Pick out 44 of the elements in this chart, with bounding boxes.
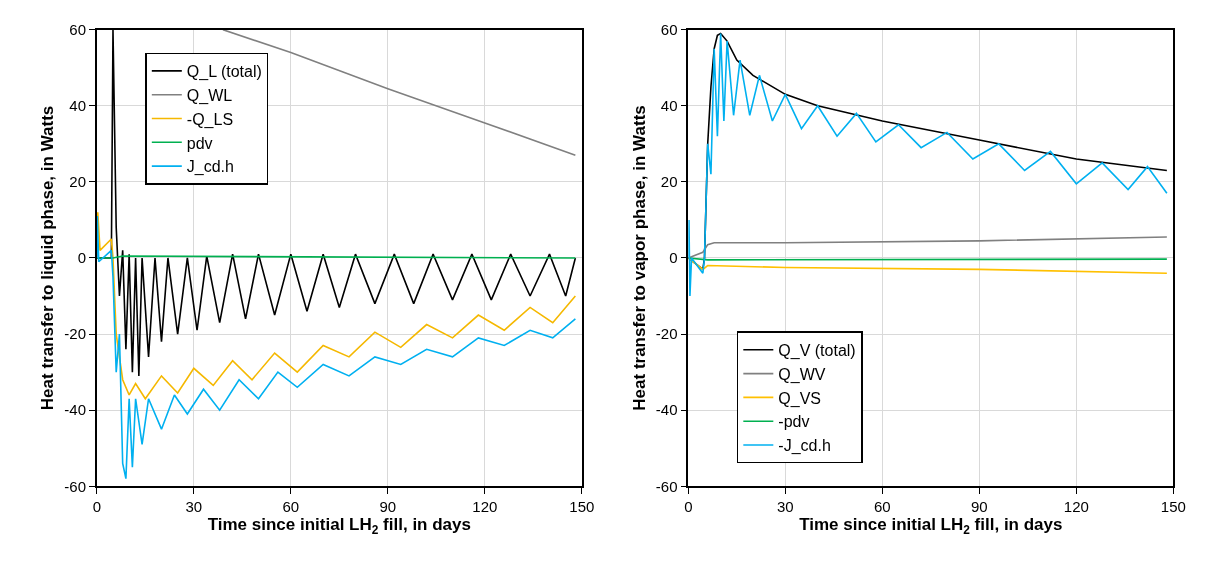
y-tick-label: 0 xyxy=(669,249,678,267)
line-series xyxy=(688,257,1168,274)
x-tick-label: 90 xyxy=(970,498,988,515)
legend-label: -pdv xyxy=(778,413,810,431)
legend-label: -J_cd.h xyxy=(778,437,831,456)
y-tick-label: -20 xyxy=(655,325,678,343)
x-tick-label: 60 xyxy=(282,498,300,515)
x-tick-label: 120 xyxy=(1063,498,1089,515)
x-tick-label: 150 xyxy=(569,498,595,515)
y-tick-label: 20 xyxy=(69,173,87,191)
legend-label: pdv xyxy=(186,134,213,152)
legend-label: Q_WL xyxy=(186,86,233,105)
y-tick-label: 60 xyxy=(69,20,87,38)
y-tick-label: -60 xyxy=(64,477,87,495)
x-tick-label: 90 xyxy=(379,498,397,515)
x-tick-label: 120 xyxy=(472,498,498,515)
y-tick-label: 40 xyxy=(69,97,87,115)
y-tick-label: 60 xyxy=(660,20,678,38)
x-tick-label: 150 xyxy=(1160,498,1186,515)
line-series xyxy=(96,211,577,400)
y-tick-label: -40 xyxy=(655,401,678,419)
legend-label: -Q_LS xyxy=(186,110,234,129)
legend-label: Q_WV xyxy=(778,365,826,384)
y-axis-title: Heat transfer to vapor phase, in Watts xyxy=(629,105,649,411)
x-axis-title: Time since initial LH$_{2}$ fill, in days xyxy=(207,515,471,537)
y-tick-label: -20 xyxy=(64,325,87,343)
y-tick-label: 0 xyxy=(77,249,87,267)
line-series xyxy=(688,236,1168,259)
x-tick-label: 0 xyxy=(92,498,101,515)
y-tick-label: 20 xyxy=(660,173,678,191)
x-tick-label: 0 xyxy=(684,498,693,515)
y-tick-label: -40 xyxy=(64,401,87,419)
x-tick-label: 30 xyxy=(185,498,203,515)
y-axis-title: Heat transfer to liquid phase, in Watts xyxy=(38,105,58,411)
legend-label: Q_L (total) xyxy=(186,63,262,82)
legend-label: J_cd.h xyxy=(186,158,234,177)
x-tick-label: 30 xyxy=(776,498,794,515)
legend-label: Q_VS xyxy=(778,389,821,408)
legend-label: Q_V (total) xyxy=(778,342,856,361)
line-series xyxy=(96,215,577,480)
x-tick-label: 60 xyxy=(873,498,891,515)
y-tick-label: -60 xyxy=(655,477,678,495)
x-axis-title: Time since initial LH$_{2}$ fill, in days xyxy=(799,515,1063,537)
y-tick-label: 40 xyxy=(660,97,678,115)
